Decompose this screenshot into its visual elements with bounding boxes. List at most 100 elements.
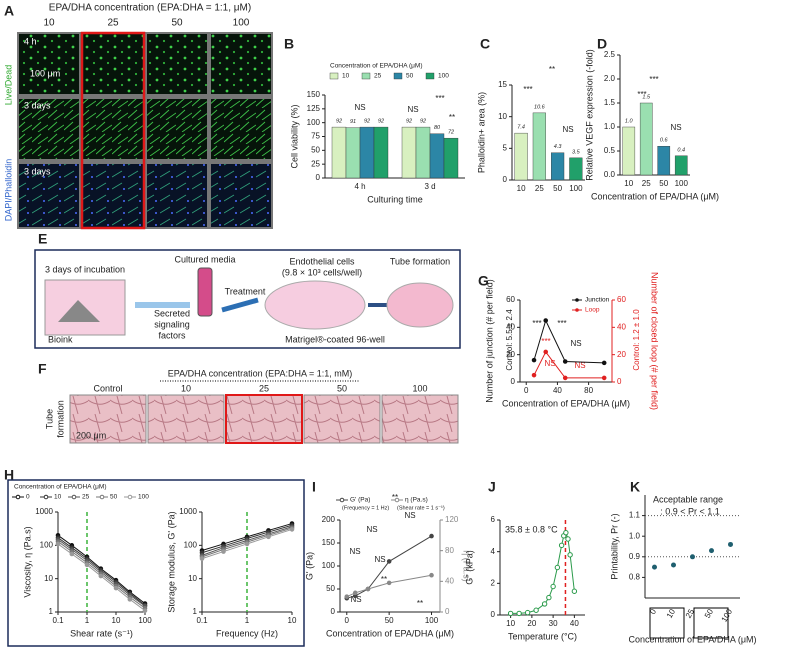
value-label: 10.6 <box>534 104 546 110</box>
y-axis-title: Phalloidin+ area (%) <box>476 92 486 173</box>
data-point <box>601 375 607 381</box>
y-tick-label: 100 <box>307 118 321 127</box>
x-tick-label: 0 <box>524 386 529 395</box>
y-tick-label: 1 <box>49 607 54 616</box>
annotation: *** <box>557 319 566 328</box>
data-point <box>563 529 569 536</box>
legend-swatch <box>329 72 339 80</box>
value-label: 0.6 <box>660 138 669 144</box>
bar <box>622 126 636 176</box>
data-point <box>113 585 119 591</box>
y-tick-label: 50 <box>311 145 320 154</box>
legend-label: Loop <box>585 307 600 314</box>
data-point <box>543 349 549 355</box>
y-tick-label: 20 <box>506 350 515 359</box>
legend-label: 10 <box>342 73 350 80</box>
x-tick-label: 1 <box>245 616 250 625</box>
legend-swatch <box>127 494 133 500</box>
data-point <box>386 580 392 586</box>
step-label: Tube formation <box>390 256 450 266</box>
data-point <box>562 375 568 381</box>
column-label: 25 <box>107 18 119 29</box>
y-tick-label: 0 <box>331 607 336 616</box>
y-tick-label: 10 <box>498 112 507 121</box>
data-point <box>429 533 434 539</box>
value-label: 3.5 <box>572 149 581 155</box>
legend-note: (Frequency = 1 Hz) <box>342 505 389 511</box>
x-axis-title: Concentration of EPA/DHA (μM) <box>502 398 630 408</box>
micrograph <box>147 34 207 94</box>
bar <box>443 137 459 179</box>
y-axis-title: Relative VEGF expression (-fold) <box>584 49 594 181</box>
data-point <box>550 583 556 590</box>
x-axis-title: Culturing time <box>367 194 423 204</box>
data-point <box>55 541 61 547</box>
x-tick-label: 3 d <box>424 182 435 191</box>
y-tick-label: 0.0 <box>604 170 616 179</box>
legend-title: Concentration of EPA/DHA (μM) <box>14 484 107 491</box>
y2-tick-label: 120 <box>445 515 459 524</box>
data-point <box>352 590 358 596</box>
annotation: *** <box>523 85 532 94</box>
y-tick-label: 150 <box>307 90 321 99</box>
annotation: ** <box>417 599 423 608</box>
bar <box>514 132 528 181</box>
data-point <box>728 541 733 547</box>
data-point <box>221 549 226 554</box>
inset <box>649 607 685 639</box>
data-point <box>507 610 514 617</box>
x-axis-title: Frequency (Hz) <box>216 628 278 638</box>
highlight-frame <box>80 31 146 230</box>
bar <box>674 155 688 176</box>
annotation: 35.8 ± 0.8 °C <box>505 524 558 534</box>
legend-label: 0 <box>26 494 30 501</box>
bar <box>569 157 583 181</box>
step-label: factors <box>158 330 186 340</box>
legend-note: (Shear rate = 1 s⁻¹) <box>397 505 445 511</box>
annotation: *** <box>649 75 658 84</box>
x-tick-label: 100 <box>569 184 583 193</box>
annotation: Acceptable range <box>653 494 723 504</box>
annotation: Control: 5.5 ± 2.4 <box>505 309 514 371</box>
dish <box>386 282 454 328</box>
y-tick-label: 10 <box>188 574 197 583</box>
legend-swatch <box>361 72 371 80</box>
y2-tick-label: 0 <box>445 607 450 616</box>
bar <box>639 102 653 176</box>
bar <box>401 126 417 179</box>
x-tick-label: 10 <box>517 184 526 193</box>
row-label: Tube <box>44 409 54 429</box>
y-tick-label: 1.0 <box>629 531 641 540</box>
column-label: 100 <box>412 383 427 393</box>
y-tick-label: 4 <box>491 547 496 556</box>
value-label: 72 <box>448 130 454 136</box>
tube-image <box>381 394 459 444</box>
value-label: 91 <box>350 119 356 125</box>
x-tick-label: 0.1 <box>52 616 64 625</box>
data-point <box>429 572 434 578</box>
x-tick-label: 1 <box>85 616 90 625</box>
data-point <box>533 607 539 613</box>
y2-tick-label: 40 <box>445 576 454 585</box>
bar <box>657 145 671 176</box>
data-point <box>289 527 295 532</box>
y2-axis-title: Number of closed loop (# per field) <box>650 272 660 410</box>
data-point <box>531 372 537 378</box>
y-tick-label: 2.0 <box>604 74 616 83</box>
annotation: NS <box>354 103 365 112</box>
x-tick-label: 10 <box>624 179 633 188</box>
side-label: Live/Dead <box>3 65 13 106</box>
data-point <box>365 586 371 592</box>
value-label: 92 <box>336 119 342 125</box>
data-point <box>671 562 676 568</box>
x-axis-title: Concentration of EPA/DHA (μM) <box>591 191 719 201</box>
bar <box>532 112 546 181</box>
column-label: 10 <box>43 18 55 29</box>
data-point <box>98 573 104 579</box>
y-tick-label: 10 <box>44 574 53 583</box>
data-point <box>709 548 714 554</box>
y-tick-label: 5 <box>503 143 508 152</box>
legend-swatch <box>394 497 400 503</box>
value-label: 1.0 <box>625 118 634 124</box>
y-tick-label: 1.5 <box>604 98 616 107</box>
